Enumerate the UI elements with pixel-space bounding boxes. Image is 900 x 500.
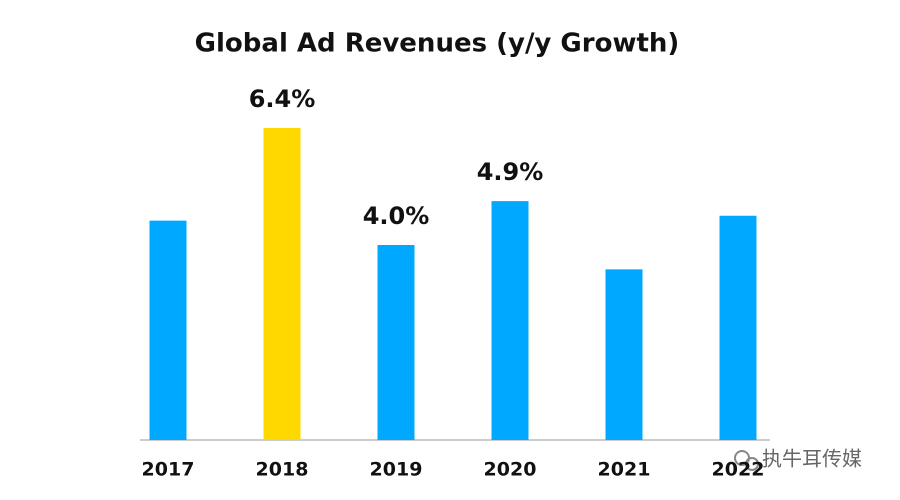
bar [149,220,187,440]
data-label: 4.9% [477,158,544,186]
bar [719,215,757,440]
chart-title: Global Ad Revenues (y/y Growth) [195,29,680,59]
watermark-icon [734,450,759,471]
data-label: 4.0% [363,202,430,230]
bar [263,128,301,440]
x-tick-label: 2019 [370,459,423,481]
x-tick-label: 2018 [256,459,309,481]
x-tick-label: 2021 [598,459,651,481]
bar [605,269,643,440]
x-tick-label: 2022 [712,459,765,481]
x-tick-label: 2020 [484,459,537,481]
watermark: 执牛耳传媒 [762,447,862,471]
x-tick-label: 2017 [142,459,195,481]
bar [377,245,415,440]
bar [491,201,529,440]
data-label: 6.4% [249,85,316,113]
